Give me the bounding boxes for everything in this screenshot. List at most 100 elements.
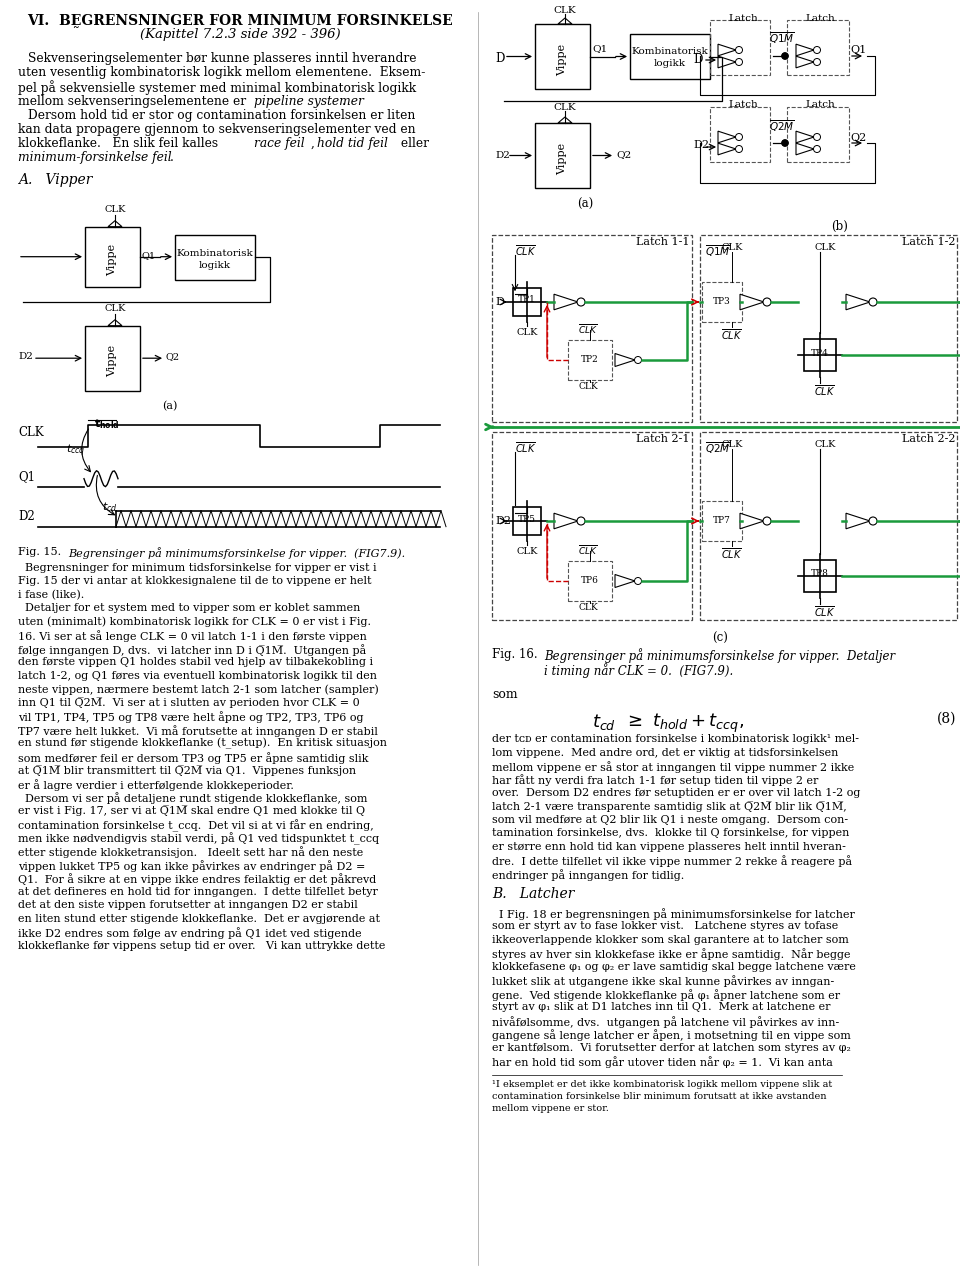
Text: Vippe: Vippe bbox=[558, 43, 567, 75]
Bar bbox=[85, 226, 140, 286]
Text: VI.  BḚGRENSNINGER FOR MINIMUM FORSINKELSE: VI. BḚGRENSNINGER FOR MINIMUM FORSINKELS… bbox=[27, 14, 453, 28]
Text: Dersom hold tid er stor og contamination forsinkelsen er liten: Dersom hold tid er stor og contamination… bbox=[28, 109, 416, 122]
Circle shape bbox=[782, 52, 788, 59]
Circle shape bbox=[735, 133, 742, 141]
Text: inn Q1 til Q̅2M̅.  Vi ser at i slutten av perioden hvor CLK = 0: inn Q1 til Q̅2M̅. Vi ser at i slutten av… bbox=[18, 698, 360, 709]
Bar bbox=[787, 107, 849, 162]
Text: som: som bbox=[492, 688, 517, 701]
Text: TP4: TP4 bbox=[811, 348, 828, 358]
Polygon shape bbox=[740, 294, 764, 310]
Text: CLK: CLK bbox=[516, 327, 538, 336]
Text: Latch: Latch bbox=[728, 14, 757, 23]
Text: mellom vippene er stor.: mellom vippene er stor. bbox=[492, 1104, 609, 1113]
Text: uten vesentlig kombinatorisk logikk mellom elementene.  Eksem-: uten vesentlig kombinatorisk logikk mell… bbox=[18, 67, 425, 79]
Text: Vippe: Vippe bbox=[108, 243, 117, 276]
Text: Q1: Q1 bbox=[18, 471, 35, 483]
Text: Q2: Q2 bbox=[616, 151, 632, 160]
Text: Q1: Q1 bbox=[850, 45, 866, 55]
Bar bbox=[85, 326, 140, 390]
Circle shape bbox=[813, 46, 821, 54]
Text: I Fig. 18 er begrensningen på minimumsforsinkelse for latcher: I Fig. 18 er begrensningen på minimumsfo… bbox=[492, 908, 854, 920]
Text: CLK: CLK bbox=[554, 104, 576, 113]
Bar bbox=[710, 20, 770, 75]
Text: pipeline systemer: pipeline systemer bbox=[254, 95, 364, 107]
Polygon shape bbox=[718, 143, 736, 155]
Text: Q2: Q2 bbox=[850, 133, 866, 143]
Circle shape bbox=[813, 133, 821, 141]
Text: Q1: Q1 bbox=[141, 251, 156, 260]
Text: klokkefasene φ₁ og φ₂ er lave samtidig skal begge latchene være: klokkefasene φ₁ og φ₂ er lave samtidig s… bbox=[492, 962, 856, 972]
Text: Vippe: Vippe bbox=[108, 345, 117, 377]
Text: D2: D2 bbox=[693, 139, 709, 150]
Text: D: D bbox=[495, 297, 504, 307]
Text: eller: eller bbox=[397, 137, 429, 150]
Text: Detaljer for et system med to vipper som er koblet sammen: Detaljer for et system med to vipper som… bbox=[18, 604, 360, 613]
Text: $\overline{CLK}$: $\overline{CLK}$ bbox=[721, 546, 743, 560]
Text: endringer på inngangen for tidlig.: endringer på inngangen for tidlig. bbox=[492, 868, 684, 881]
Text: er vist i Fig. 17, ser vi at Q̅1M̅ skal endre Q1 med klokke til Q: er vist i Fig. 17, ser vi at Q̅1M̅ skal … bbox=[18, 806, 365, 816]
Circle shape bbox=[782, 139, 788, 146]
Text: CLK: CLK bbox=[105, 205, 126, 214]
Bar bbox=[700, 235, 957, 422]
Text: TP7 være helt lukket.  Vi må forutsette at inngangen D er stabil: TP7 være helt lukket. Vi må forutsette a… bbox=[18, 725, 378, 737]
Text: $t_{hold} + t_{ccq},$: $t_{hold} + t_{ccq},$ bbox=[652, 712, 744, 735]
Text: gene.  Ved stigende klokkeflanke på φ₁ åpner latchene som er: gene. Ved stigende klokkeflanke på φ₁ åp… bbox=[492, 989, 840, 1000]
Text: uten (minimalt) kombinatorisk logikk for CLK = 0 er vist i Fig.: uten (minimalt) kombinatorisk logikk for… bbox=[18, 616, 371, 627]
Text: TP7: TP7 bbox=[713, 515, 731, 524]
Text: Latch 2-1: Latch 2-1 bbox=[636, 434, 690, 444]
Text: i timing når CLK = 0.  (FIG7.9).: i timing når CLK = 0. (FIG7.9). bbox=[544, 663, 733, 678]
Text: styrt av φ₁ slik at D1 latches inn til Q1.  Merk at latchene er: styrt av φ₁ slik at D1 latches inn til Q… bbox=[492, 1003, 830, 1012]
Polygon shape bbox=[108, 221, 122, 226]
Polygon shape bbox=[615, 574, 635, 587]
Text: gangene så lenge latcher er åpen, i motsetning til en vippe som: gangene så lenge latcher er åpen, i mots… bbox=[492, 1030, 851, 1041]
Bar bbox=[804, 560, 836, 592]
Polygon shape bbox=[846, 513, 870, 528]
Text: latch 1-2, og Q1 føres via eventuell kombinatorisk logikk til den: latch 1-2, og Q1 føres via eventuell kom… bbox=[18, 670, 377, 680]
Text: TP2: TP2 bbox=[581, 356, 599, 365]
Text: B.   Latcher: B. Latcher bbox=[492, 888, 574, 902]
Text: Latch 1-2: Latch 1-2 bbox=[901, 237, 955, 247]
Circle shape bbox=[813, 146, 821, 152]
Text: logikk: logikk bbox=[654, 59, 686, 68]
Text: CLK: CLK bbox=[18, 426, 43, 439]
Text: $\overline{CLK}$: $\overline{CLK}$ bbox=[578, 544, 598, 556]
Text: D: D bbox=[495, 51, 504, 64]
Text: Fig. 15 der vi antar at klokkesignalene til de to vippene er helt: Fig. 15 der vi antar at klokkesignalene … bbox=[18, 577, 372, 586]
Text: ¹I eksemplet er det ikke kombinatorisk logikk mellom vippene slik at: ¹I eksemplet er det ikke kombinatorisk l… bbox=[492, 1079, 832, 1088]
Text: CLK: CLK bbox=[578, 382, 598, 391]
Text: $\geq$: $\geq$ bbox=[624, 712, 642, 730]
Polygon shape bbox=[846, 294, 870, 310]
Text: $\mathbf{t_{hold}}$: $\mathbf{t_{hold}}$ bbox=[94, 417, 120, 431]
Polygon shape bbox=[796, 132, 814, 143]
Text: (a): (a) bbox=[577, 198, 593, 211]
Text: dre.  I dette tilfellet vil ikke vippe nummer 2 rekke å reagere på: dre. I dette tilfellet vil ikke vippe nu… bbox=[492, 856, 852, 867]
Text: kan data propagere gjennom to sekvenseringselementer ved en: kan data propagere gjennom to sekvenseri… bbox=[18, 123, 416, 136]
Text: Latch: Latch bbox=[805, 100, 835, 109]
Text: $t_{cd}$: $t_{cd}$ bbox=[592, 712, 616, 732]
Text: (Kapittel 7.2.3 side 392 - 396): (Kapittel 7.2.3 side 392 - 396) bbox=[140, 28, 340, 41]
Text: A.   Vipper: A. Vipper bbox=[18, 173, 92, 187]
Text: D2: D2 bbox=[18, 352, 33, 361]
Circle shape bbox=[813, 59, 821, 65]
Polygon shape bbox=[796, 45, 814, 56]
Text: tamination forsinkelse, dvs.  klokke til Q forsinkelse, for vippen: tamination forsinkelse, dvs. klokke til … bbox=[492, 829, 850, 839]
Text: logikk: logikk bbox=[199, 261, 231, 270]
Polygon shape bbox=[718, 56, 736, 68]
Text: en stund før stigende klokkeflanke (t_setup).  En kritisk situasjon: en stund før stigende klokkeflanke (t_se… bbox=[18, 738, 387, 749]
Bar bbox=[513, 288, 541, 316]
Bar bbox=[702, 501, 742, 541]
Text: Kombinatorisk: Kombinatorisk bbox=[632, 47, 708, 56]
Text: ikke D2 endres som følge av endring på Q1 idet ved stigende: ikke D2 endres som følge av endring på Q… bbox=[18, 927, 362, 939]
Text: lukket slik at utgangene ikke skal kunne påvirkes av inngan-: lukket slik at utgangene ikke skal kunne… bbox=[492, 976, 834, 987]
Text: er større enn hold tid kan vippene plasseres helt inntil hveran-: er større enn hold tid kan vippene plass… bbox=[492, 842, 846, 852]
Text: klokkeflanke.   En slik feil kalles: klokkeflanke. En slik feil kalles bbox=[18, 137, 222, 150]
Text: TP1: TP1 bbox=[518, 295, 536, 304]
Text: CLK: CLK bbox=[554, 6, 576, 15]
Text: Begrensinger på minimumsforsinkelse for vipper.  (FIG7.9).: Begrensinger på minimumsforsinkelse for … bbox=[68, 546, 405, 559]
Text: TP6: TP6 bbox=[581, 576, 599, 585]
Circle shape bbox=[763, 517, 771, 524]
Circle shape bbox=[782, 139, 788, 146]
Text: D: D bbox=[693, 52, 703, 67]
Polygon shape bbox=[740, 513, 764, 528]
Text: D2: D2 bbox=[495, 515, 511, 526]
